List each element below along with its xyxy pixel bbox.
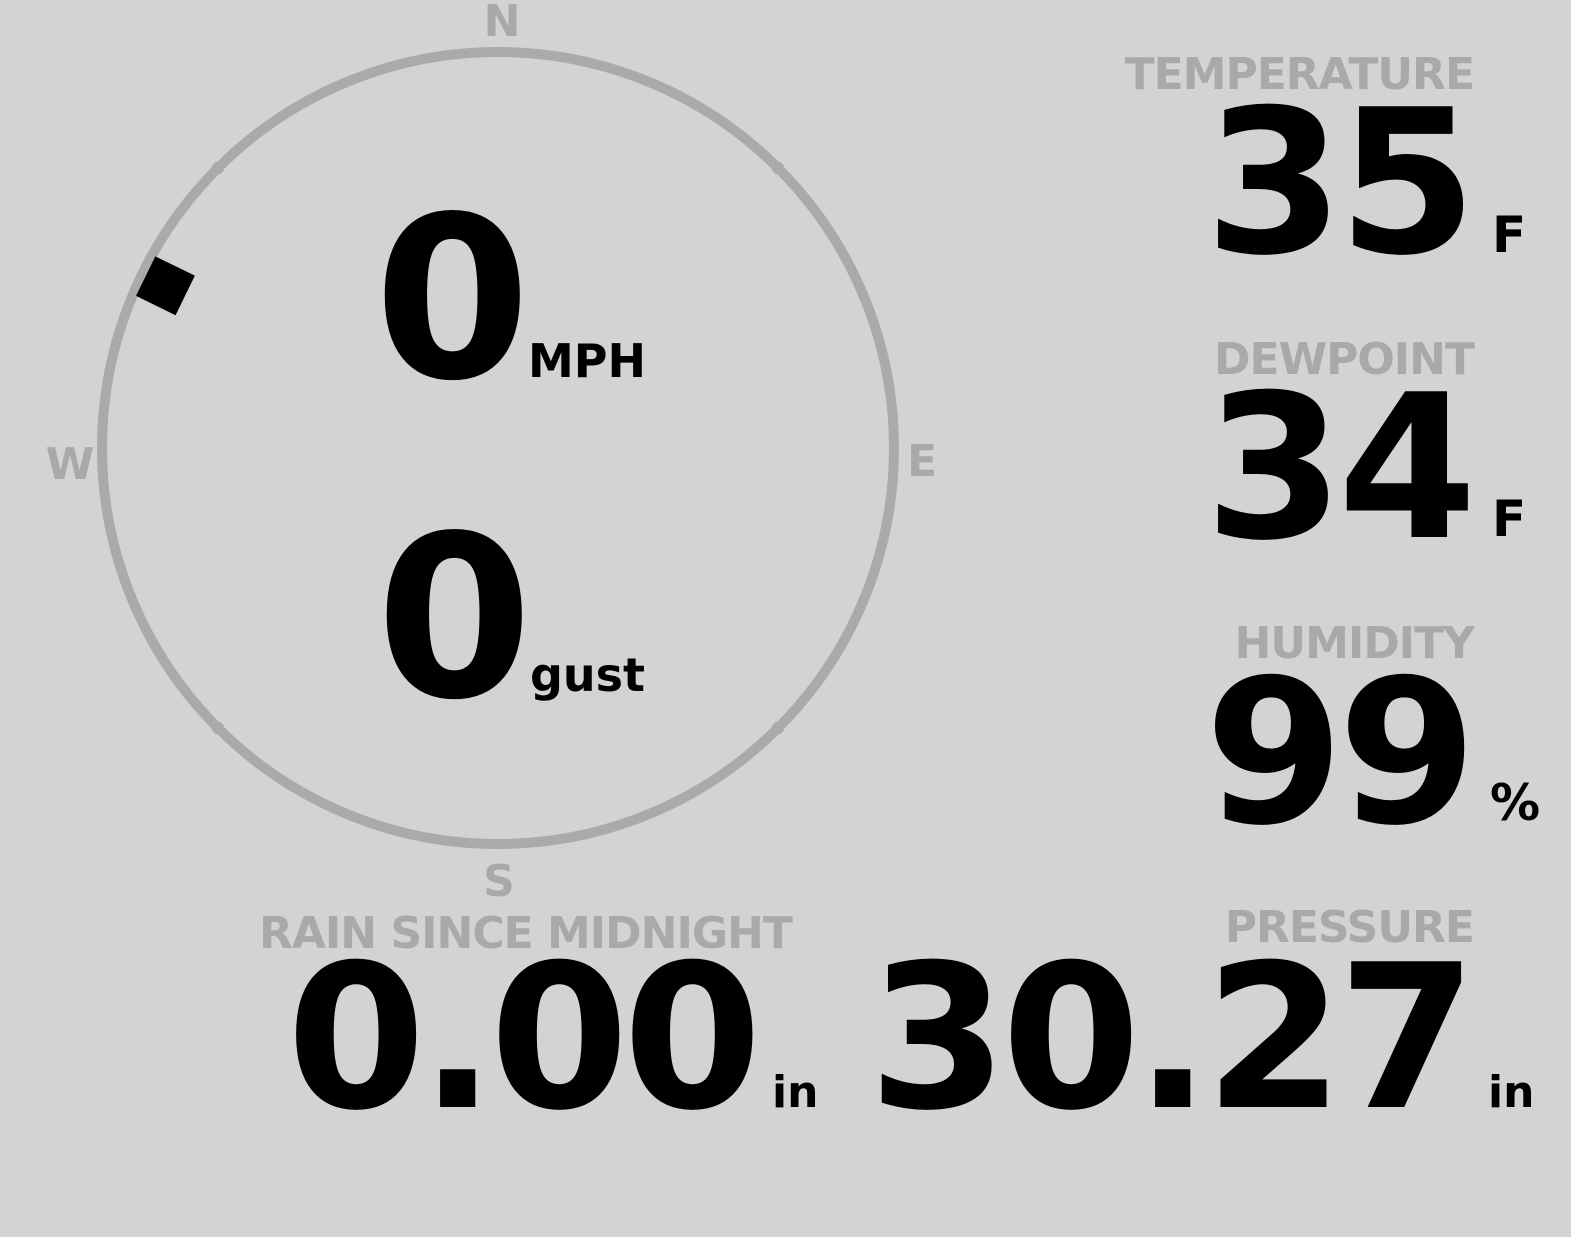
rain-label: RAIN SINCE MIDNIGHT xyxy=(259,908,793,959)
compass-tick xyxy=(771,721,785,735)
pressure-value: 30.27 xyxy=(868,922,1477,1155)
temperature-label: TEMPERATURE xyxy=(1124,49,1475,100)
rain-unit: in xyxy=(772,1067,819,1118)
humidity-unit: % xyxy=(1490,774,1541,832)
pressure-label: PRESSURE xyxy=(1224,902,1475,953)
compass-east: E xyxy=(906,436,938,487)
compass-north: N xyxy=(483,0,521,47)
dewpoint-label: DEWPOINT xyxy=(1214,334,1475,385)
humidity-value: 99 xyxy=(1204,637,1477,870)
wind-gust-unit: gust xyxy=(530,648,646,702)
compass-tick xyxy=(771,161,785,175)
wind-direction-marker xyxy=(136,256,195,316)
wind-speed-unit: MPH xyxy=(528,334,646,388)
compass-tick xyxy=(211,721,225,735)
rain-value: 0.00 xyxy=(286,922,762,1155)
dewpoint-value: 34 xyxy=(1204,352,1477,585)
temperature-unit: F xyxy=(1492,206,1527,264)
dewpoint-unit: F xyxy=(1492,490,1527,548)
compass-ring xyxy=(97,47,899,849)
pressure-unit: in xyxy=(1488,1067,1535,1118)
wind-speed-value: 0 xyxy=(374,169,531,431)
compass-south: S xyxy=(483,856,515,907)
humidity-label: HUMIDITY xyxy=(1234,618,1475,669)
compass-tick xyxy=(211,161,225,175)
wind-gust-value: 0 xyxy=(376,488,533,750)
temperature-value: 35 xyxy=(1204,67,1477,300)
compass-west: W xyxy=(45,439,95,490)
